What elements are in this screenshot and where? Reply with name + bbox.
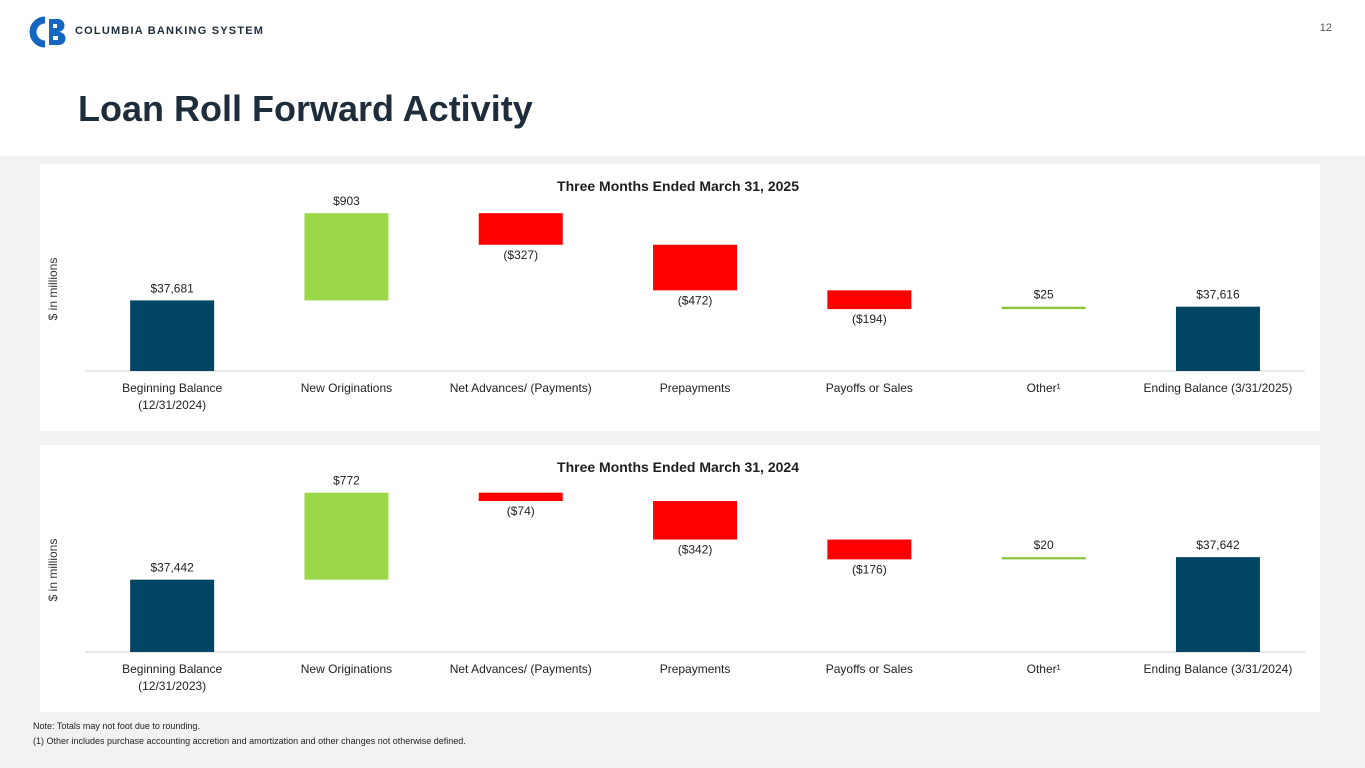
increase-bar <box>304 213 389 301</box>
balance-bar <box>1175 557 1260 652</box>
other-bar <box>1001 557 1086 560</box>
balance-bar <box>1175 306 1260 371</box>
category-label: New Originations <box>301 662 392 676</box>
data-label: $37,642 <box>1196 538 1240 552</box>
brand-name: COLUMBIA BANKING SYSTEM <box>75 25 265 37</box>
category-label: Net Advances/ (Payments) <box>450 381 592 395</box>
balance-bar <box>130 579 215 652</box>
category-label: Beginning Balance <box>122 662 222 676</box>
decrease-bar <box>478 492 563 502</box>
decrease-bar <box>653 501 738 540</box>
chart-title: Three Months Ended March 31, 2025 <box>557 178 799 194</box>
other-bar <box>1001 306 1086 310</box>
data-label: $37,442 <box>150 561 194 575</box>
category-label: (12/31/2024) <box>138 398 206 412</box>
data-label: $903 <box>333 194 360 208</box>
chart-title: Three Months Ended March 31, 2024 <box>557 459 799 475</box>
data-label: ($176) <box>852 562 887 576</box>
category-label: (12/31/2023) <box>138 679 206 693</box>
chart-panel-2024: Three Months Ended March 31, 2024 $ in m… <box>40 445 1320 712</box>
footnote-other: (1) Other includes purchase accounting a… <box>33 736 466 746</box>
waterfall-chart: $37,681 Beginning Balance (12/31/2024) $903… <box>85 194 1305 412</box>
data-label: ($327) <box>503 248 538 262</box>
data-label: $37,681 <box>150 281 194 295</box>
company-logo: COLUMBIA BANKING SYSTEM <box>25 16 265 48</box>
increase-bar <box>304 492 389 580</box>
rounding-note: Note: Totals may not foot due to roundin… <box>33 721 200 731</box>
balance-bar <box>130 300 215 371</box>
page-title: Loan Roll Forward Activity <box>78 88 533 129</box>
data-label: $25 <box>1034 288 1054 302</box>
category-label: New Originations <box>301 381 392 395</box>
category-label: Prepayments <box>660 662 731 676</box>
category-label: Other¹ <box>1027 381 1061 395</box>
category-label: Net Advances/ (Payments) <box>450 662 592 676</box>
data-label: $772 <box>333 474 360 488</box>
waterfall-chart: $37,442 Beginning Balance (12/31/2023) $772… <box>85 474 1305 693</box>
slide-header: COLUMBIA BANKING SYSTEM 12 Loan Roll For… <box>0 0 1365 156</box>
category-label: Ending Balance (3/31/2025) <box>1144 381 1293 395</box>
category-label: Beginning Balance <box>122 381 222 395</box>
data-label: ($342) <box>678 543 713 557</box>
decrease-bar <box>827 290 912 310</box>
category-label: Ending Balance (3/31/2024) <box>1144 662 1293 676</box>
cb-logo-icon <box>29 16 66 48</box>
category-label: Other¹ <box>1027 662 1061 676</box>
data-label: ($194) <box>852 312 887 326</box>
category-label: Prepayments <box>660 381 731 395</box>
decrease-bar <box>827 539 912 560</box>
data-label: ($472) <box>678 293 713 307</box>
category-label: Payoffs or Sales <box>826 662 913 676</box>
data-label: $37,616 <box>1196 288 1240 302</box>
chart-panel-2025: Three Months Ended March 31, 2025 $ in m… <box>40 164 1320 431</box>
data-label: $20 <box>1034 538 1054 552</box>
page-number: 12 <box>1319 22 1332 34</box>
category-label: Payoffs or Sales <box>826 381 913 395</box>
data-label: ($74) <box>507 504 535 518</box>
decrease-bar <box>653 244 738 291</box>
decrease-bar <box>478 213 563 245</box>
